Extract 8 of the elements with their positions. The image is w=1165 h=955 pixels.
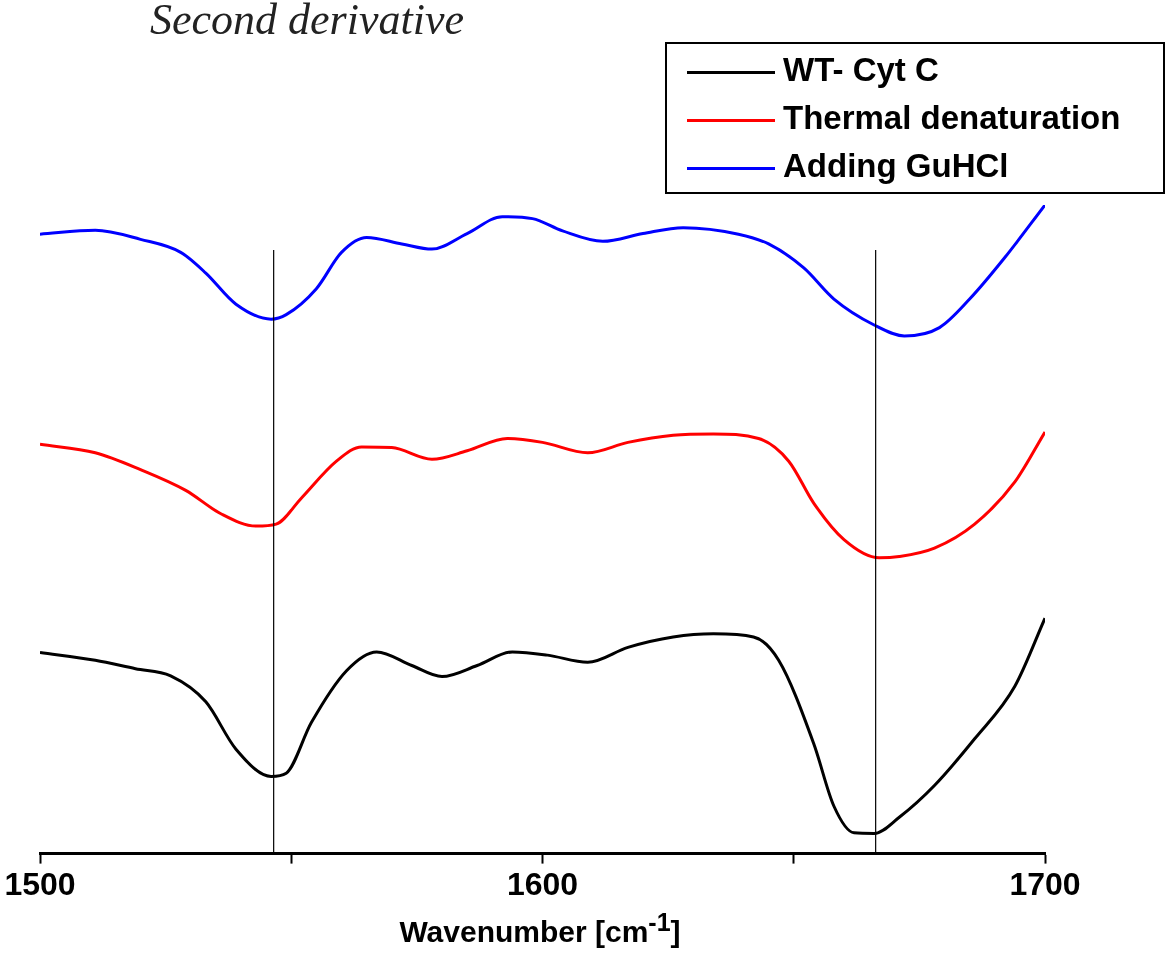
x-tick-label: 1500 <box>4 865 76 902</box>
legend-label: Adding GuHCl <box>783 147 1009 184</box>
x-tick-label: 1700 <box>1009 865 1081 902</box>
x-tick-label: 1600 <box>506 865 579 902</box>
legend-label: Thermal denaturation <box>783 99 1121 136</box>
x-axis-title: Wavenumber [cm$^{-1}$] <box>398 908 682 949</box>
legend-label: WT- Cyt C <box>783 51 939 88</box>
chart-title: Second derivative <box>149 0 465 44</box>
